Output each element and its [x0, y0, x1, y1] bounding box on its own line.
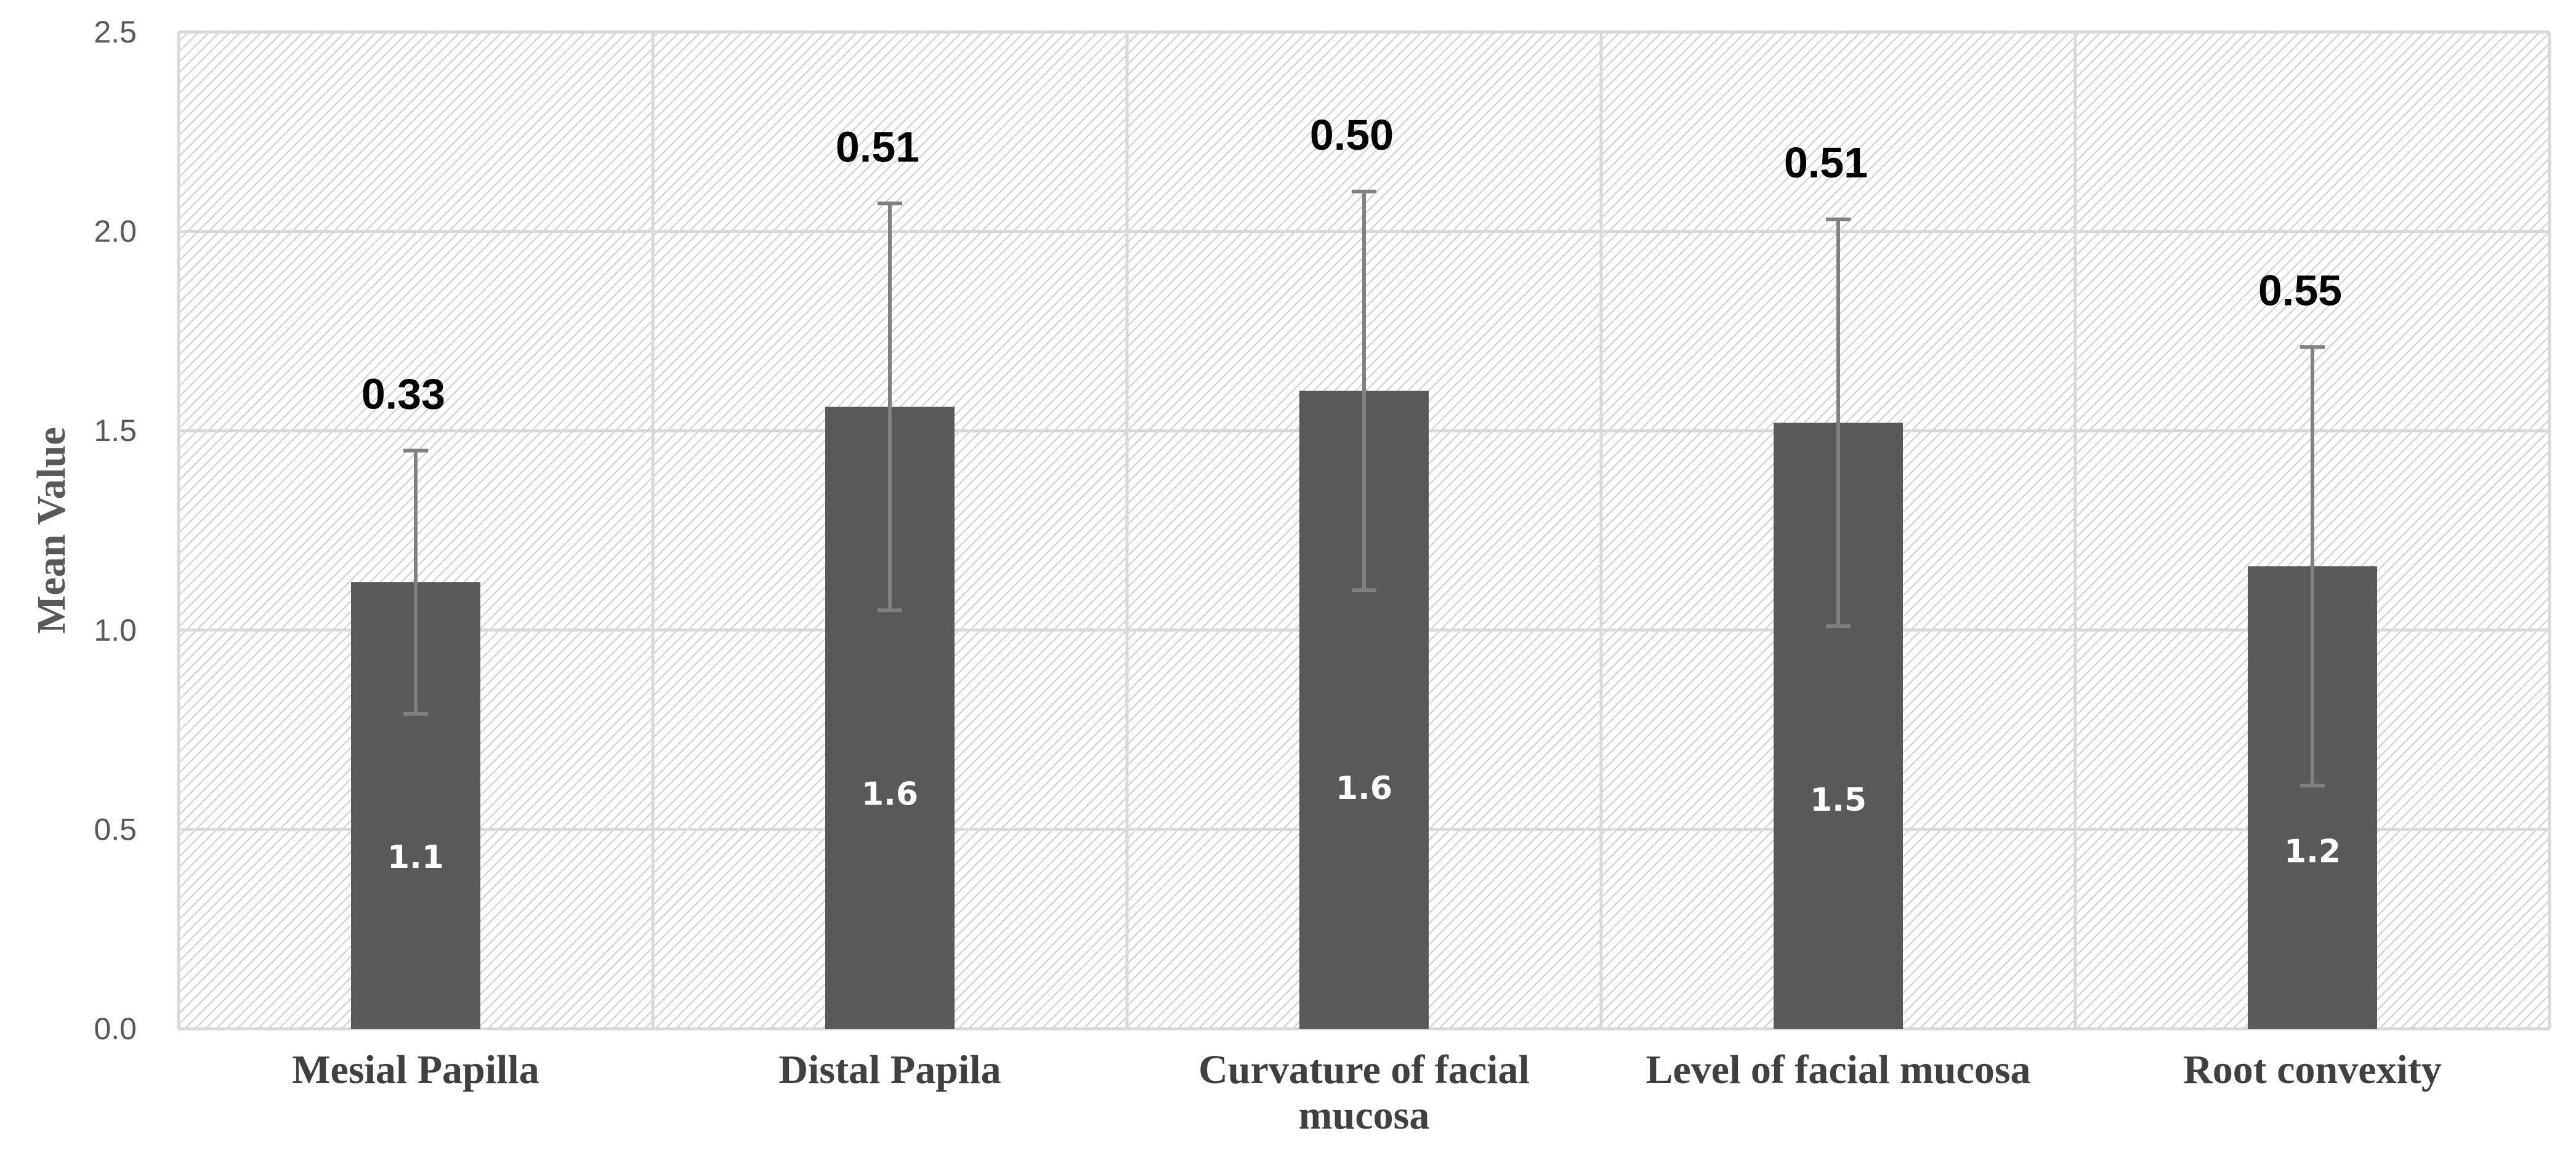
y-axis-label: Mean Value	[29, 427, 74, 634]
y-tick-label: 0.0	[94, 1012, 137, 1046]
y-tick-label: 1.0	[94, 613, 137, 647]
sd-data-label: 0.33	[361, 370, 445, 418]
sd-data-label: 0.51	[836, 123, 919, 171]
x-category-label: Root convexity	[2183, 1047, 2442, 1092]
sd-data-label: 0.51	[1784, 139, 1868, 187]
sd-data-label: 0.50	[1310, 111, 1394, 159]
y-tick-label: 1.5	[94, 413, 137, 448]
x-category-label: Level of facial mucosa	[1645, 1047, 2030, 1092]
mean-data-label: 1.5	[1810, 782, 1867, 819]
x-category-label: Mesial Papilla	[292, 1047, 539, 1092]
x-category-label: mucosa	[1299, 1093, 1430, 1138]
sd-data-label: 0.55	[2258, 266, 2342, 314]
mean-data-label: 1.2	[2284, 834, 2341, 870]
y-tick-label: 2.5	[94, 15, 137, 49]
y-tick-label: 0.5	[94, 812, 137, 846]
mean-data-label: 1.6	[1336, 770, 1392, 807]
x-category-label: Distal Papila	[778, 1047, 1001, 1092]
y-tick-label: 2.0	[94, 214, 137, 249]
mean-data-label: 1.1	[387, 839, 444, 876]
mean-data-label: 1.6	[862, 776, 918, 813]
x-category-label: Curvature of facial	[1198, 1047, 1530, 1092]
